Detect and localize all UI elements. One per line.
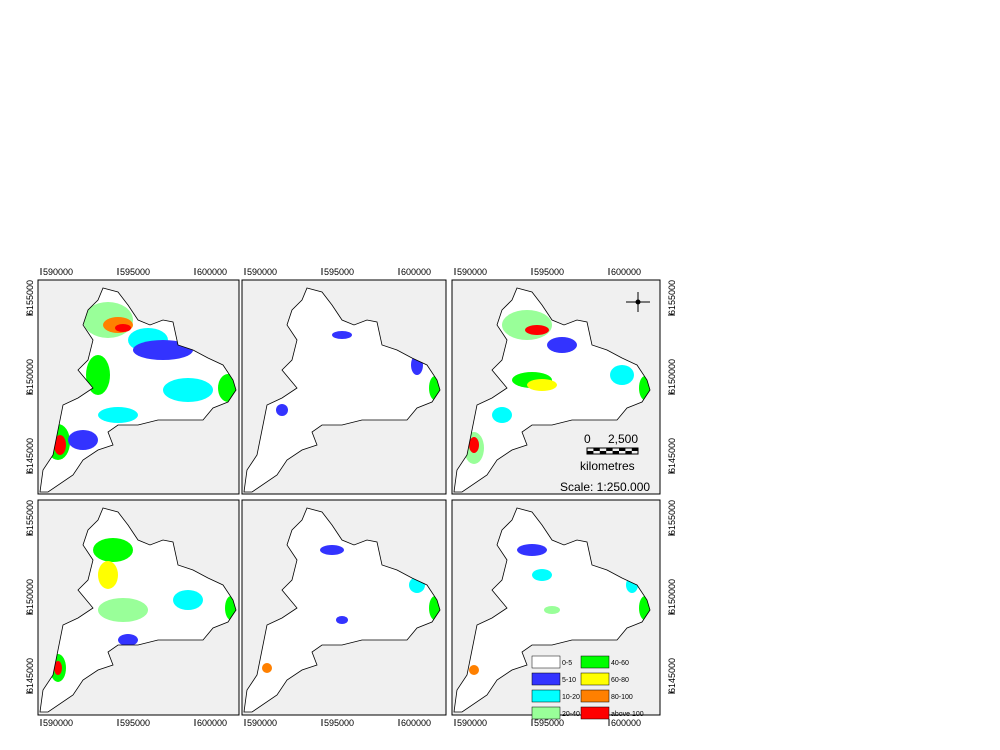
x-tick-label: 595000: [534, 718, 564, 728]
density-patch: [517, 544, 547, 556]
legend-label: 60-80: [611, 677, 629, 684]
x-tick-label: 600000: [197, 267, 227, 277]
x-tick-label: 595000: [324, 267, 354, 277]
density-patch: [115, 324, 131, 332]
scale-segment: [612, 451, 619, 454]
y-tick-label: 6145000: [25, 658, 35, 693]
density-patch: [544, 606, 560, 614]
map-panel: [241, 499, 447, 716]
y-tick-label: 6150000: [667, 579, 677, 614]
x-tick-label: 600000: [401, 267, 431, 277]
legend-swatch: [580, 672, 610, 686]
legend-label: above 100: [611, 711, 644, 718]
y-tick-label: 6145000: [667, 658, 677, 693]
y-tick-label: 6150000: [25, 359, 35, 394]
x-tick-label: 590000: [457, 267, 487, 277]
x-tick-label: 595000: [120, 718, 150, 728]
density-patch: [54, 435, 66, 455]
density-patch: [98, 598, 148, 622]
y-tick-label: 6145000: [667, 438, 677, 473]
density-patch: [98, 561, 118, 589]
x-tick-label: 600000: [197, 718, 227, 728]
density-patch: [525, 325, 549, 335]
legend-swatch: [580, 655, 610, 669]
density-patch: [173, 590, 203, 610]
map-panel: [241, 279, 447, 495]
density-patch: [98, 407, 138, 423]
scale-frame: [586, 447, 639, 455]
density-patches: [50, 538, 236, 682]
x-tick-label: 590000: [43, 267, 73, 277]
legend-label: 5-10: [562, 677, 576, 684]
density-patch: [336, 616, 348, 624]
legend-label: 0-5: [562, 660, 572, 667]
density-patch: [118, 634, 138, 646]
legend-label: 40-60: [611, 660, 629, 667]
x-tick-label: 590000: [247, 718, 277, 728]
scale-segment: [631, 448, 639, 451]
scale-start: 0: [584, 432, 591, 446]
density-patch: [262, 663, 272, 673]
north-arrow: [626, 292, 650, 312]
density-patch: [86, 355, 110, 395]
x-tick-label: 595000: [534, 267, 564, 277]
map-panel: [451, 279, 661, 495]
x-tick-label: 590000: [247, 267, 277, 277]
scale-unit: kilometres: [580, 459, 635, 473]
y-tick-label: 6155000: [667, 500, 677, 535]
density-patch: [469, 665, 479, 675]
legend-label: 20-40: [562, 711, 580, 718]
y-tick-label: 6155000: [25, 280, 35, 315]
arrow-center: [635, 299, 641, 305]
density-patch: [163, 378, 213, 402]
density-patch: [502, 310, 552, 340]
density-patch: [93, 538, 133, 562]
scale-segment: [593, 448, 600, 451]
legend-label: 80-100: [611, 694, 633, 701]
density-patch: [332, 331, 352, 339]
scale-segment: [606, 448, 613, 451]
x-tick-label: 595000: [120, 267, 150, 277]
legend-swatch: [531, 672, 561, 686]
scale-segment: [625, 451, 632, 454]
legend-swatch: [531, 706, 561, 720]
map-panel: [37, 499, 240, 716]
x-tick-label: 600000: [611, 718, 641, 728]
legend-label: 10-20: [562, 694, 580, 701]
density-patch: [492, 407, 512, 423]
legend-swatch: [580, 689, 610, 703]
legend-swatch: [531, 655, 561, 669]
scale-end: 2,500: [608, 432, 638, 446]
scale-segment: [619, 448, 626, 451]
scale-ratio: Scale: 1:250.000: [560, 480, 650, 494]
x-tick-label: 590000: [43, 718, 73, 728]
y-tick-label: 6145000: [25, 438, 35, 473]
legend-swatch: [531, 689, 561, 703]
x-tick-label: 595000: [324, 718, 354, 728]
map-panel: [37, 279, 240, 495]
density-patch: [547, 337, 577, 353]
y-tick-label: 6155000: [25, 500, 35, 535]
density-patch: [276, 404, 288, 416]
density-patch: [469, 437, 479, 453]
density-patch: [320, 545, 344, 555]
density-patch: [610, 365, 634, 385]
x-tick-label: 600000: [611, 267, 641, 277]
y-tick-label: 6150000: [25, 579, 35, 614]
x-tick-label: 600000: [401, 718, 431, 728]
density-patch: [527, 379, 557, 391]
x-tick-label: 590000: [457, 718, 487, 728]
legend-swatch: [580, 706, 610, 720]
scale-segment: [599, 451, 607, 454]
density-patch: [54, 661, 62, 675]
density-patch: [68, 430, 98, 450]
scale-segment: [587, 451, 594, 454]
density-patch: [532, 569, 552, 581]
y-tick-label: 6155000: [667, 280, 677, 315]
y-tick-label: 6150000: [667, 359, 677, 394]
